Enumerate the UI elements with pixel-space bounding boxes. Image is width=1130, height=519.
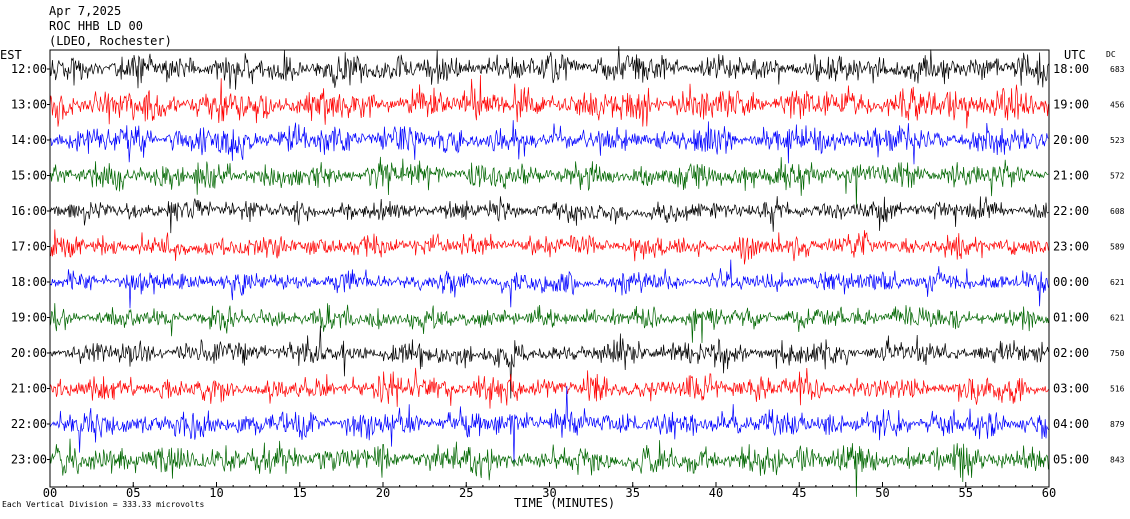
est-hour-label: 21:00 [11,382,47,396]
dc-value: 589 [1110,243,1125,252]
dc-column-label: DC [1106,50,1116,59]
est-hour-label: 12:00 [11,62,47,76]
trace-2100 [49,367,1049,409]
trace-1500 [49,156,1049,209]
trace-1400 [49,120,1049,165]
trace-1300 [49,75,1049,129]
est-hour-label: 18:00 [11,275,47,289]
utc-hour-label: 04:00 [1053,417,1089,431]
x-tick-label: 30 [542,486,556,500]
utc-hour-label: 23:00 [1053,240,1089,254]
utc-timezone-label: UTC [1064,48,1086,62]
x-tick-label: 50 [875,486,889,500]
utc-hour-labels: 18:00 19:00 20:00 21:00 22:00 23:00 00:00 01:00… [1053,62,1089,467]
utc-hour-label: 18:00 [1053,62,1089,76]
header-date: Apr 7,2025 [49,4,122,18]
x-tick-label: 10 [209,486,223,500]
utc-hour-label: 03:00 [1053,382,1089,396]
header-location: (LDEO, Rochester) [49,34,172,48]
trace-1700 [49,229,1049,265]
dc-value: 621 [1110,314,1125,323]
dc-offset-labels: 683 456 523 572 608 589 621 621 750 516 879 843 [1110,65,1125,465]
dc-value: 621 [1110,278,1125,287]
est-hour-label: 20:00 [11,346,47,360]
trace-1600 [49,196,1049,234]
trace-2300 [49,438,1049,497]
est-hour-label: 13:00 [11,98,47,112]
trace-2200 [49,385,1049,463]
x-tick-label: 35 [626,486,640,500]
dc-value: 683 [1110,65,1125,74]
est-hour-label: 19:00 [11,311,47,325]
est-timezone-label: EST [0,48,22,62]
x-tick-label: 25 [459,486,473,500]
utc-hour-label: 19:00 [1053,98,1089,112]
est-hour-label: 14:00 [11,133,47,147]
trace-group [49,46,1049,497]
dc-value: 572 [1110,172,1125,181]
vertical-scale-note: Each Vertical Division = 333.33 microvol… [2,500,205,509]
x-tick-label: 20 [376,486,390,500]
utc-hour-label: 02:00 [1053,346,1089,360]
x-axis-ticks: 00 05 10 15 20 25 30 35 40 45 50 55 60 [43,482,1056,500]
dc-value: 523 [1110,136,1125,145]
utc-hour-label: 21:00 [1053,169,1089,183]
utc-hour-label: 01:00 [1053,311,1089,325]
dc-value: 879 [1110,420,1125,429]
trace-1900 [49,303,1049,344]
trace-1200 [49,46,1049,90]
dc-value: 608 [1110,207,1125,216]
x-tick-label: 60 [1042,486,1056,500]
trace-1800 [49,259,1049,309]
x-tick-label: 45 [792,486,806,500]
x-tick-label: 05 [126,486,140,500]
x-axis-title: TIME (MINUTES) [514,496,616,510]
x-tick-label: 40 [709,486,723,500]
header-station: ROC HHB LD 00 [49,19,143,33]
est-hour-label: 17:00 [11,240,47,254]
est-hour-labels: 12:00 13:00 14:00 15:00 16:00 17:00 18:00 19:00… [11,62,50,467]
dc-value: 516 [1110,385,1125,394]
utc-hour-label: 20:00 [1053,133,1089,147]
trace-2000 [49,325,1049,399]
dc-value: 750 [1110,349,1125,358]
est-hour-label: 15:00 [11,169,47,183]
utc-hour-label: 00:00 [1053,275,1089,289]
x-tick-label: 15 [293,486,307,500]
dc-value: 456 [1110,101,1125,110]
x-tick-label: 00 [43,486,57,500]
utc-hour-label: 05:00 [1053,453,1089,467]
est-hour-label: 16:00 [11,204,47,218]
est-hour-label: 22:00 [11,417,47,431]
utc-hour-label: 22:00 [1053,204,1089,218]
est-hour-label: 23:00 [11,453,47,467]
x-tick-label: 55 [959,486,973,500]
dc-value: 843 [1110,456,1125,465]
